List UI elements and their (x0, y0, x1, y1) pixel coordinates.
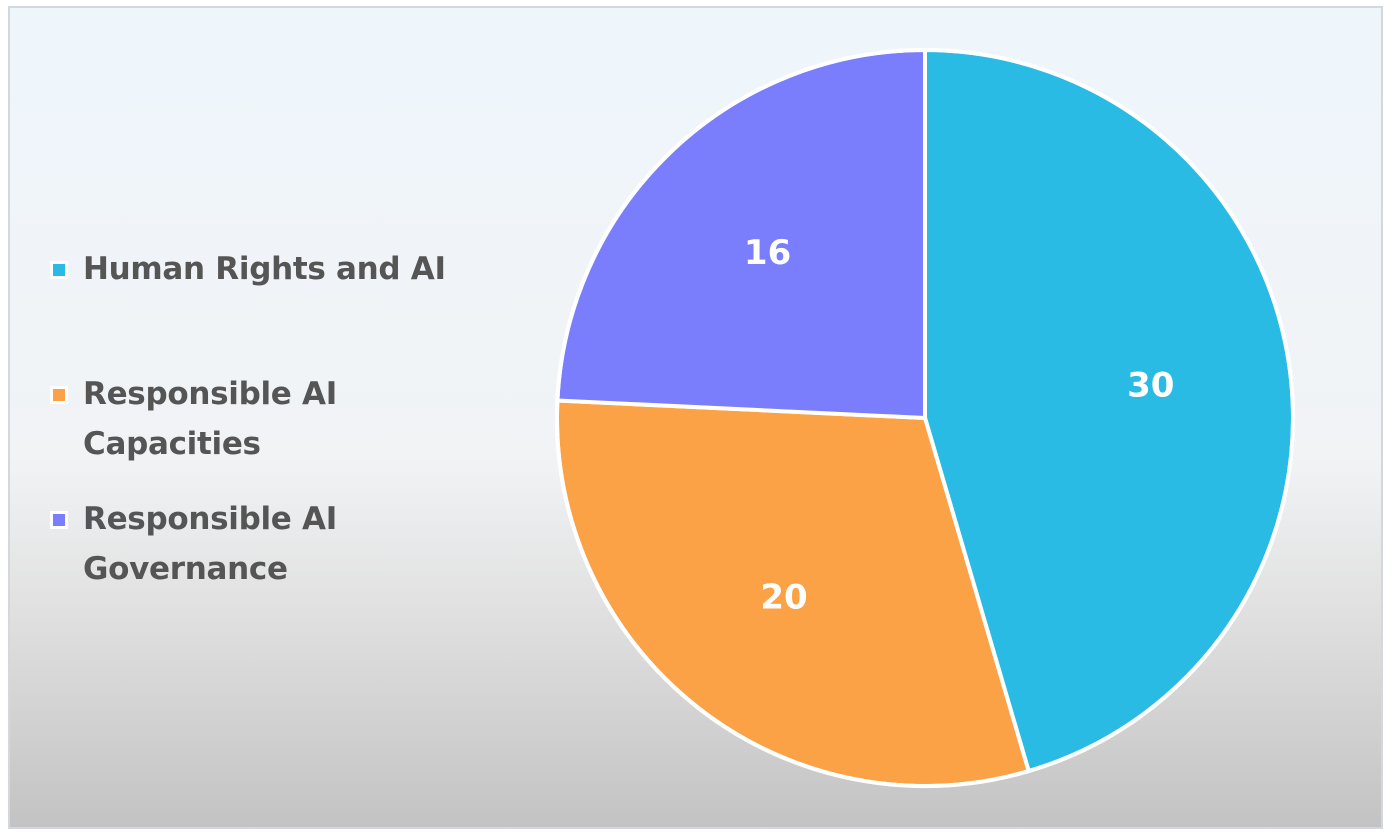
legend-swatch-governance (50, 511, 68, 529)
legend-swatch-capacities (50, 386, 68, 404)
slice-label-capacities: 20 (760, 577, 807, 617)
legend-swatch-human-rights (50, 261, 68, 279)
legend-item-governance: Responsible AI Governance (50, 501, 373, 594)
legend-item-human-rights: Human Rights and AI (50, 251, 446, 294)
legend-label-governance: Responsible AI Governance (83, 501, 337, 587)
legend-item-capacities: Responsible AI Capacities (50, 376, 373, 469)
legend-label-human-rights: Human Rights and AI (83, 251, 446, 287)
slice-label-human-rights: 30 (1127, 366, 1174, 406)
slice-label-governance: 16 (744, 233, 791, 273)
legend-label-capacities: Responsible AI Capacities (83, 376, 337, 462)
pie-outline (555, 48, 1295, 788)
slice-governance (555, 48, 927, 420)
legend: Human Rights and AI Responsible AI Capac… (50, 0, 480, 840)
